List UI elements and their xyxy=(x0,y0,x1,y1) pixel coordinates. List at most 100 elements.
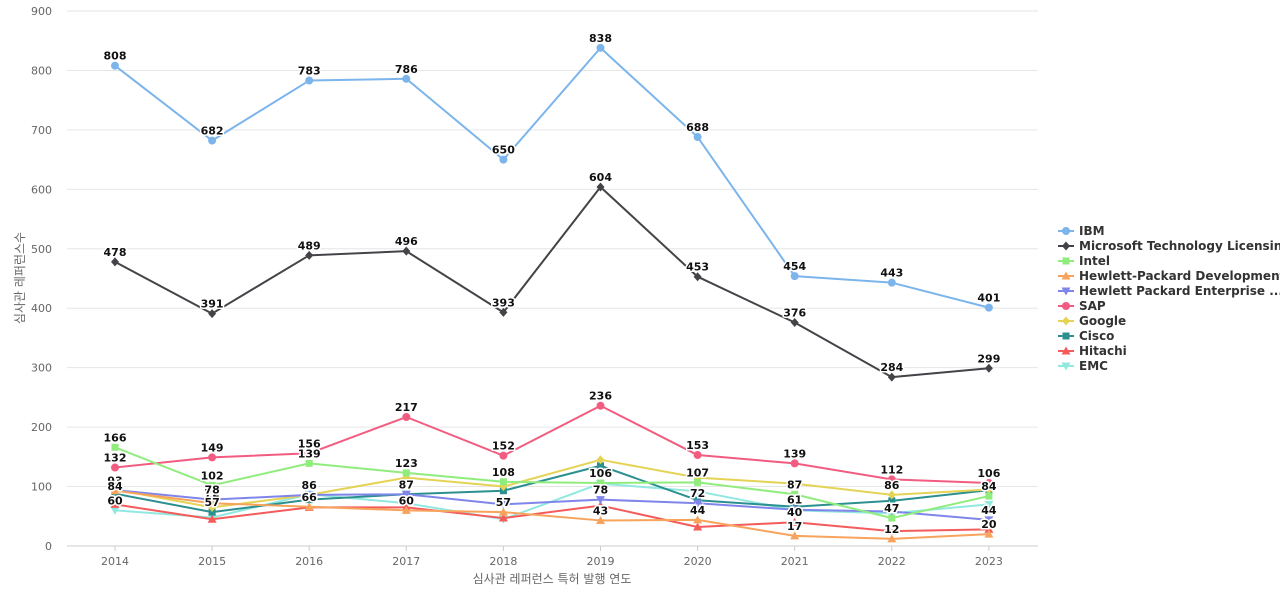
data-point[interactable] xyxy=(402,469,410,477)
data-point[interactable] xyxy=(984,529,994,538)
legend-item-ibm[interactable]: IBM xyxy=(1058,224,1105,238)
data-point[interactable] xyxy=(596,455,605,465)
data-point[interactable] xyxy=(887,526,897,535)
data-point[interactable] xyxy=(887,534,897,543)
data-point[interactable] xyxy=(693,272,702,282)
series-line[interactable] xyxy=(114,446,990,520)
data-point[interactable] xyxy=(791,490,799,498)
data-point[interactable] xyxy=(305,459,313,467)
data-point[interactable] xyxy=(984,516,994,525)
legend-item-emc[interactable]: EMC xyxy=(1058,359,1108,373)
legend-marker[interactable] xyxy=(1061,346,1071,355)
data-point[interactable] xyxy=(498,513,508,522)
data-point[interactable] xyxy=(499,451,508,460)
data-point[interactable] xyxy=(984,478,993,487)
data-point[interactable] xyxy=(499,478,507,486)
data-point[interactable] xyxy=(111,257,119,267)
legend-item-hitachi[interactable]: Hitachi xyxy=(1058,344,1127,358)
data-point[interactable] xyxy=(597,479,604,487)
data-point[interactable] xyxy=(790,517,800,526)
legend-marker[interactable] xyxy=(1062,227,1070,235)
data-point[interactable] xyxy=(693,133,702,142)
data-point[interactable] xyxy=(984,524,994,533)
data-point[interactable] xyxy=(693,515,703,524)
data-point[interactable] xyxy=(304,502,314,511)
data-point[interactable] xyxy=(887,475,896,484)
legend-marker[interactable] xyxy=(1061,271,1071,280)
data-point[interactable] xyxy=(111,61,119,70)
series-line[interactable] xyxy=(114,489,989,540)
data-point[interactable] xyxy=(790,506,800,515)
data-point[interactable] xyxy=(208,481,216,489)
data-point[interactable] xyxy=(984,363,993,373)
data-point[interactable] xyxy=(208,508,216,516)
series-cisco[interactable] xyxy=(111,462,993,516)
data-point[interactable] xyxy=(790,459,799,468)
data-point[interactable] xyxy=(402,246,411,256)
legend-item-microsoft-technology-licensing[interactable]: Microsoft Technology Licensing xyxy=(1058,239,1280,253)
data-point[interactable] xyxy=(984,500,994,509)
data-point[interactable] xyxy=(111,463,119,472)
data-point[interactable] xyxy=(887,372,896,382)
data-point[interactable] xyxy=(596,182,605,192)
legend-marker[interactable] xyxy=(1061,362,1071,371)
data-point[interactable] xyxy=(597,462,604,470)
data-point[interactable] xyxy=(694,478,702,486)
data-point[interactable] xyxy=(401,490,411,499)
data-point[interactable] xyxy=(401,505,411,514)
series-sap[interactable] xyxy=(111,401,993,487)
series-line[interactable] xyxy=(114,185,989,379)
data-point[interactable] xyxy=(402,413,411,422)
legend-marker[interactable] xyxy=(1062,316,1070,326)
legend-item-hewlett-packard-development[interactable]: Hewlett-Packard Development xyxy=(1058,269,1280,283)
legend-marker[interactable] xyxy=(1061,287,1071,296)
data-point[interactable] xyxy=(984,303,993,312)
data-point[interactable] xyxy=(888,497,896,505)
series-ibm[interactable] xyxy=(111,43,993,312)
series-line[interactable] xyxy=(114,458,989,509)
data-point[interactable] xyxy=(499,155,508,164)
series-intel[interactable] xyxy=(111,443,993,522)
data-point[interactable] xyxy=(693,522,703,531)
data-point[interactable] xyxy=(304,491,314,500)
data-point[interactable] xyxy=(207,498,217,507)
data-point[interactable] xyxy=(208,309,217,319)
series-line[interactable] xyxy=(114,489,989,521)
data-point[interactable] xyxy=(693,499,703,508)
series-hitachi[interactable] xyxy=(110,499,994,535)
data-point[interactable] xyxy=(110,486,120,495)
legend-marker[interactable] xyxy=(1062,332,1070,340)
legend-item-sap[interactable]: SAP xyxy=(1058,299,1106,313)
data-point[interactable] xyxy=(596,43,605,52)
data-point[interactable] xyxy=(887,278,896,287)
data-point[interactable] xyxy=(596,501,605,510)
data-point[interactable] xyxy=(208,136,217,145)
data-point[interactable] xyxy=(888,514,896,522)
series-line[interactable] xyxy=(114,503,989,533)
legend-marker[interactable] xyxy=(1062,257,1070,265)
series-microsoft-technology-licensing[interactable] xyxy=(111,182,993,382)
series-hewlett-packard-enterprise[interactable] xyxy=(110,486,994,525)
data-point[interactable] xyxy=(305,496,313,504)
legend-marker[interactable] xyxy=(1062,241,1070,251)
data-point[interactable] xyxy=(596,496,605,505)
data-point[interactable] xyxy=(305,449,314,458)
data-point[interactable] xyxy=(693,487,703,496)
data-point[interactable] xyxy=(111,443,119,451)
data-point[interactable] xyxy=(693,451,702,460)
data-point[interactable] xyxy=(498,500,508,509)
data-point[interactable] xyxy=(498,507,508,516)
data-point[interactable] xyxy=(402,74,411,83)
series-line[interactable] xyxy=(114,404,989,484)
data-point[interactable] xyxy=(887,490,896,500)
legend-item-intel[interactable]: Intel xyxy=(1058,254,1110,268)
data-point[interactable] xyxy=(499,307,508,317)
legend-item-hewlett-packard-enterprise[interactable]: Hewlett Packard Enterprise ... xyxy=(1058,284,1280,298)
data-point[interactable] xyxy=(305,76,314,85)
data-point[interactable] xyxy=(790,479,799,489)
data-point[interactable] xyxy=(887,508,897,517)
series-line[interactable] xyxy=(114,46,990,309)
legend-item-cisco[interactable]: Cisco xyxy=(1058,329,1114,343)
data-point[interactable] xyxy=(790,531,800,540)
